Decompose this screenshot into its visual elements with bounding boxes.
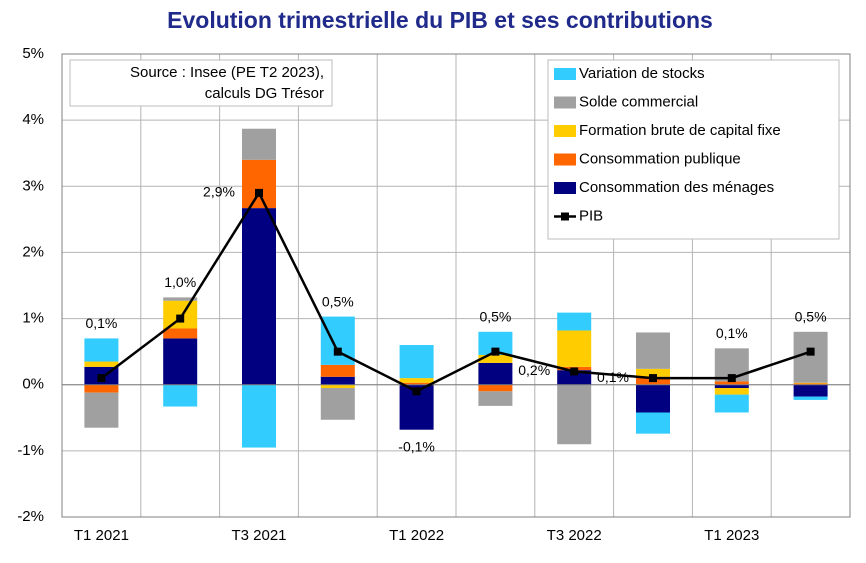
legend-label: Formation brute de capital fixe: [579, 122, 781, 139]
legend-label: Variation de stocks: [579, 65, 705, 82]
bar-segment: [163, 297, 198, 301]
bar-segment: [320, 364, 355, 377]
data-label: 0,2%: [518, 362, 550, 378]
bar-segment: [163, 338, 198, 385]
y-tick-label: -2%: [17, 508, 44, 525]
line-marker: [333, 347, 342, 356]
bar-segment: [478, 384, 513, 392]
data-label: -0,1%: [398, 438, 435, 454]
y-tick-label: 5%: [22, 45, 44, 62]
bar-segment: [714, 388, 749, 395]
bar-segment: [84, 384, 119, 393]
line-marker: [649, 374, 657, 383]
data-label: 0,1%: [597, 369, 629, 385]
line-marker: [570, 367, 579, 376]
bar-segment: [478, 391, 513, 406]
bar-segment: [636, 368, 670, 377]
bar-segment: [714, 384, 749, 389]
legend-swatch: [554, 125, 576, 137]
line-marker: [727, 374, 736, 383]
legend-swatch: [554, 96, 576, 109]
plot-border: [61, 53, 851, 518]
line-series: [100, 190, 811, 393]
y-tick-label: 3%: [22, 177, 44, 194]
bar-segment: [399, 382, 434, 385]
data-label: 0,1%: [716, 325, 748, 341]
bar-segment: [163, 328, 198, 339]
bar-segment: [399, 345, 434, 379]
source-note: Source : Insee (PE T2 2023),: [130, 64, 324, 81]
bar-segment: [478, 362, 513, 385]
line-marker: [255, 188, 263, 197]
line-marker: [412, 387, 421, 396]
bar-segment: [714, 394, 749, 413]
bar-segment: [84, 361, 119, 367]
legend-label: Consommation des ménages: [579, 179, 774, 196]
bar-segment: [714, 381, 749, 385]
legend-swatch: [554, 182, 576, 194]
y-tick-label: 2%: [22, 243, 44, 260]
bar-segment: [478, 354, 513, 363]
bar-segment: [557, 370, 592, 385]
source-note: calculs DG Trésor: [205, 85, 324, 102]
line-marker: [491, 347, 500, 356]
bar-segment: [478, 331, 513, 355]
bar-segment: [84, 392, 119, 428]
bar-segment: [793, 396, 828, 400]
bar-segment: [163, 384, 198, 407]
legend-marker: [561, 212, 569, 221]
chart-title: Evolution trimestrielle du PIB et ses co…: [167, 7, 713, 33]
bar-segment: [793, 331, 828, 383]
bar-segment: [793, 382, 828, 384]
bar-segment: [242, 208, 276, 385]
y-tick-label: 0%: [22, 376, 44, 393]
x-tick-label: T1 2021: [74, 527, 129, 544]
bar-segment: [242, 159, 276, 209]
bar-segment: [399, 378, 434, 383]
bar-segment: [793, 384, 828, 397]
y-tick-label: 1%: [22, 310, 44, 327]
line-marker: [176, 314, 185, 323]
bar-segment: [320, 388, 355, 420]
x-tick-label: T3 2021: [231, 527, 286, 544]
data-label: 0,5%: [479, 309, 511, 325]
bar-segment: [636, 384, 670, 413]
data-label: 1,0%: [164, 274, 196, 290]
x-tick-label: T3 2022: [547, 527, 602, 544]
bar-segment: [557, 312, 592, 331]
legend-swatch: [554, 68, 576, 80]
bar-segment: [557, 330, 592, 367]
bar-segment: [636, 412, 670, 434]
bar-segment: [636, 332, 670, 369]
data-label: 0,5%: [322, 293, 354, 309]
legend-label: Consommation publique: [579, 150, 741, 167]
bar-segment: [84, 338, 119, 362]
bar-segment: [242, 384, 276, 448]
bar-segment: [242, 128, 276, 160]
bar-segment: [320, 376, 355, 385]
bar-segment: [320, 384, 355, 389]
x-tick-label: T1 2023: [704, 527, 759, 544]
data-label: 2,9%: [203, 184, 235, 200]
bar-segment: [793, 383, 828, 385]
x-tick-label: T1 2022: [389, 527, 444, 544]
legend-swatch: [554, 153, 576, 166]
y-tick-label: -1%: [17, 442, 44, 459]
line-marker: [806, 347, 815, 356]
data-label: 0,1%: [85, 315, 117, 331]
source-box: [69, 59, 333, 107]
line-marker: [97, 374, 106, 383]
data-label: 0,5%: [795, 309, 827, 325]
bar-segment: [557, 384, 592, 445]
legend-label: Solde commercial: [579, 93, 698, 110]
legend-label: PIB: [579, 207, 603, 224]
legend-box: [547, 59, 840, 240]
y-tick-label: 4%: [22, 111, 44, 128]
